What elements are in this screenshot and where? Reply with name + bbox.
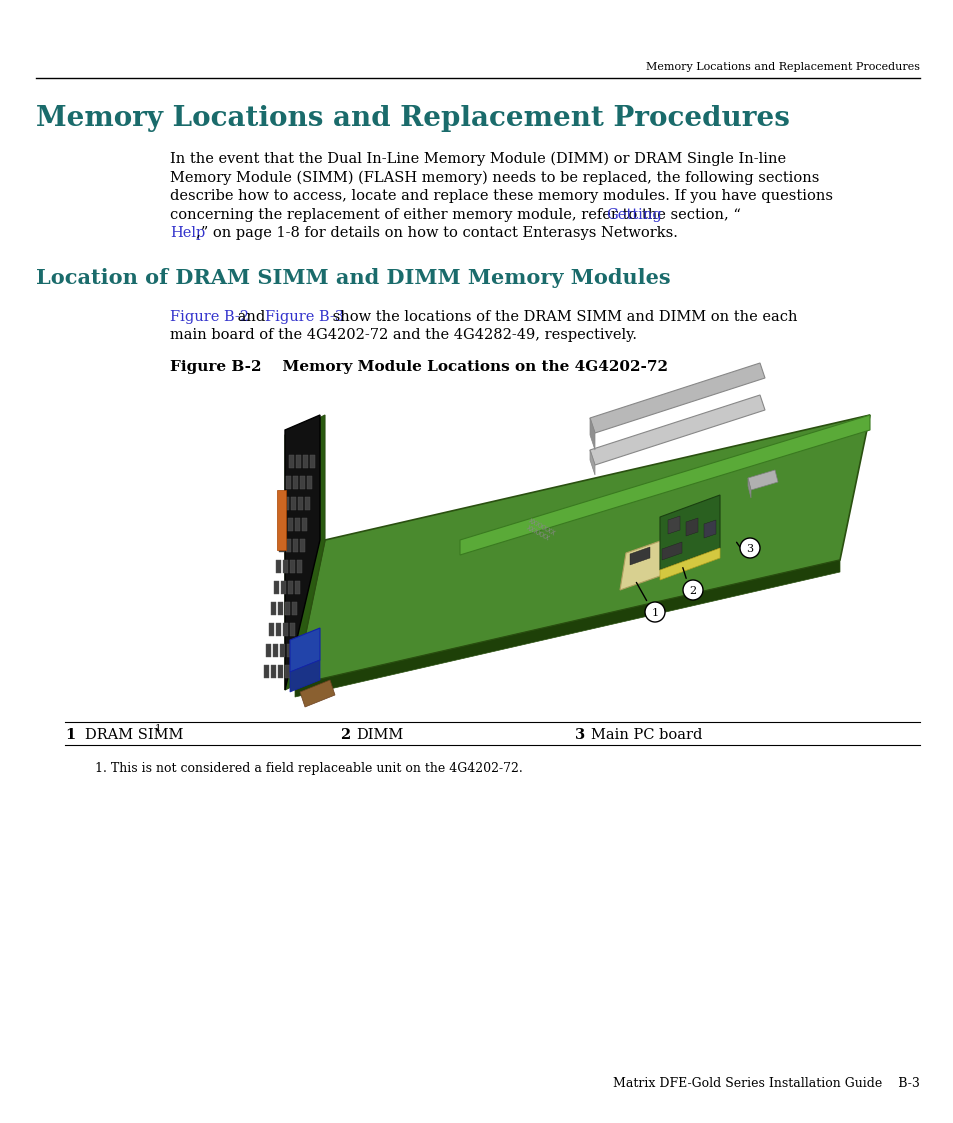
Polygon shape <box>297 497 303 510</box>
Polygon shape <box>277 665 283 678</box>
Text: concerning the replacement of either memory module, refer to the section, “: concerning the replacement of either mem… <box>170 208 740 221</box>
Polygon shape <box>295 518 300 531</box>
Polygon shape <box>297 560 302 573</box>
Polygon shape <box>307 476 313 489</box>
Polygon shape <box>294 560 840 697</box>
Text: show the locations of the DRAM SIMM and DIMM on the each: show the locations of the DRAM SIMM and … <box>328 310 797 325</box>
Polygon shape <box>274 581 278 594</box>
Polygon shape <box>291 560 295 573</box>
Polygon shape <box>266 643 272 657</box>
Polygon shape <box>747 471 778 490</box>
Text: and: and <box>233 310 270 325</box>
Polygon shape <box>589 418 595 450</box>
Polygon shape <box>285 602 291 615</box>
Polygon shape <box>294 581 299 594</box>
Polygon shape <box>667 515 679 535</box>
Polygon shape <box>661 542 681 560</box>
Text: Memory Module (SIMM) (FLASH memory) needs to be replaced, the following sections: Memory Module (SIMM) (FLASH memory) need… <box>170 171 819 185</box>
Polygon shape <box>305 497 310 510</box>
Polygon shape <box>310 455 314 468</box>
Polygon shape <box>747 478 750 497</box>
Text: 1: 1 <box>154 724 161 733</box>
Text: Getting: Getting <box>606 208 661 221</box>
Text: XXXXXXX
XXXXXX: XXXXXXX XXXXXX <box>523 518 556 542</box>
Polygon shape <box>272 602 276 615</box>
Polygon shape <box>294 476 298 489</box>
Polygon shape <box>291 497 295 510</box>
Polygon shape <box>286 476 292 489</box>
Text: Figure B-3: Figure B-3 <box>265 310 344 325</box>
Polygon shape <box>287 643 293 657</box>
Text: DRAM SIMM: DRAM SIMM <box>85 728 183 742</box>
Text: Matrix DFE-Gold Series Installation Guide    B-3: Matrix DFE-Gold Series Installation Guid… <box>613 1077 919 1090</box>
Polygon shape <box>264 665 269 678</box>
Polygon shape <box>288 518 294 531</box>
Polygon shape <box>286 539 291 553</box>
Text: Figure B-2    Memory Module Locations on the 4G4202-72: Figure B-2 Memory Module Locations on th… <box>170 360 667 374</box>
Polygon shape <box>285 665 290 678</box>
Text: 3: 3 <box>575 728 584 742</box>
Text: 3: 3 <box>745 544 753 554</box>
Polygon shape <box>299 681 335 707</box>
Polygon shape <box>271 665 275 678</box>
Polygon shape <box>269 623 274 636</box>
Polygon shape <box>589 450 595 475</box>
Polygon shape <box>274 643 278 657</box>
Polygon shape <box>659 548 720 579</box>
Text: 1: 1 <box>65 728 75 742</box>
Polygon shape <box>284 497 289 510</box>
Circle shape <box>682 579 702 600</box>
Polygon shape <box>283 623 288 636</box>
Polygon shape <box>278 539 284 553</box>
Polygon shape <box>290 660 319 692</box>
Text: main board of the 4G4202-72 and the 4G4282-49, respectively.: main board of the 4G4202-72 and the 4G42… <box>170 329 637 343</box>
Polygon shape <box>619 524 705 590</box>
Polygon shape <box>278 602 283 615</box>
Polygon shape <box>303 455 308 468</box>
Text: Help: Help <box>170 226 205 240</box>
Polygon shape <box>285 416 325 690</box>
Polygon shape <box>293 602 297 615</box>
Text: ,” on page 1-8 for details on how to contact Enterasys Networks.: ,” on page 1-8 for details on how to con… <box>195 226 678 240</box>
Polygon shape <box>302 518 307 531</box>
Polygon shape <box>300 476 305 489</box>
Polygon shape <box>276 490 286 550</box>
Text: Main PC board: Main PC board <box>590 728 701 742</box>
Polygon shape <box>459 416 869 555</box>
Text: 2: 2 <box>689 586 696 596</box>
Text: In the event that the Dual In-Line Memory Module (DIMM) or DRAM Single In-line: In the event that the Dual In-Line Memor… <box>170 152 785 166</box>
Text: DIMM: DIMM <box>355 728 403 742</box>
Polygon shape <box>283 560 288 573</box>
Text: Memory Locations and Replacement Procedures: Memory Locations and Replacement Procedu… <box>645 62 919 72</box>
Polygon shape <box>281 518 286 531</box>
Polygon shape <box>703 520 716 538</box>
Polygon shape <box>589 363 764 433</box>
Polygon shape <box>290 628 319 672</box>
Polygon shape <box>295 455 301 468</box>
Polygon shape <box>293 539 297 553</box>
Polygon shape <box>285 416 319 690</box>
Polygon shape <box>659 495 720 570</box>
Polygon shape <box>299 539 305 553</box>
Polygon shape <box>275 623 281 636</box>
Text: describe how to access, locate and replace these memory modules. If you have que: describe how to access, locate and repla… <box>170 189 832 203</box>
Polygon shape <box>629 547 649 565</box>
Text: Location of DRAM SIMM and DIMM Memory Modules: Location of DRAM SIMM and DIMM Memory Mo… <box>36 268 670 287</box>
Polygon shape <box>685 518 698 536</box>
Circle shape <box>644 602 664 622</box>
Polygon shape <box>280 643 285 657</box>
Polygon shape <box>288 581 293 594</box>
Polygon shape <box>289 455 294 468</box>
Polygon shape <box>290 623 294 636</box>
Polygon shape <box>281 581 286 594</box>
Polygon shape <box>276 560 281 573</box>
Text: 1. This is not considered a field replaceable unit on the 4G4202-72.: 1. This is not considered a field replac… <box>95 763 522 775</box>
Circle shape <box>740 538 760 558</box>
Polygon shape <box>589 395 764 465</box>
Text: 1: 1 <box>651 608 658 618</box>
Text: Figure B-2: Figure B-2 <box>170 310 249 325</box>
Polygon shape <box>294 416 869 685</box>
Text: 2: 2 <box>339 728 350 742</box>
Text: Memory Locations and Replacement Procedures: Memory Locations and Replacement Procedu… <box>36 104 789 133</box>
